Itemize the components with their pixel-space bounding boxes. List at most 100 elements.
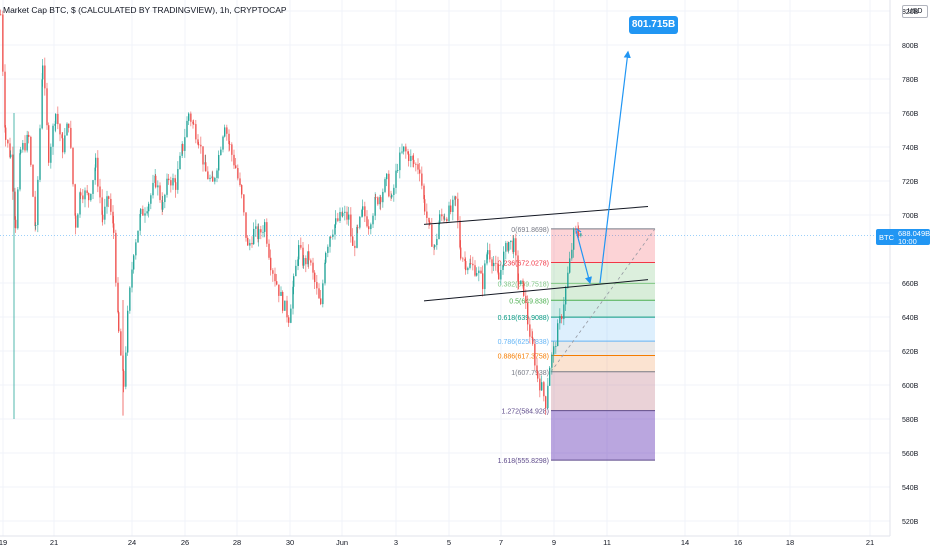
candle-body	[563, 304, 565, 320]
candle-body	[330, 236, 332, 238]
candle-body	[342, 212, 344, 216]
target-price-label[interactable]: 801.715B	[629, 16, 678, 34]
candle-body	[359, 216, 361, 228]
fib-zone-0.236	[551, 262, 655, 284]
candle-body	[68, 123, 70, 128]
candle-body	[155, 175, 157, 188]
price-tick-label: 620B	[902, 349, 919, 356]
price-tick-label: 740B	[902, 145, 919, 152]
fib-level-label: 1.618(555.8298)	[498, 458, 549, 465]
candle-body	[434, 245, 436, 248]
candle-body	[0, 14, 2, 16]
candle-body	[575, 229, 577, 230]
candle-body	[148, 203, 150, 212]
candle-body	[480, 270, 482, 274]
candle-body	[312, 262, 314, 273]
candle-body	[288, 317, 290, 323]
candle-body	[517, 255, 519, 282]
candle-body	[508, 242, 510, 251]
candle-body	[251, 242, 253, 245]
candle-body	[61, 134, 63, 139]
trend-drawings[interactable]	[423, 50, 649, 302]
candle-body	[503, 251, 505, 266]
candle-body	[276, 281, 278, 285]
candle-body	[235, 165, 237, 169]
candle-body	[205, 162, 207, 172]
candle-body	[545, 396, 547, 409]
candle-body	[48, 125, 50, 163]
candle-body	[354, 245, 356, 248]
candle-body	[198, 144, 200, 146]
candle-body	[207, 171, 209, 180]
candle-body	[356, 226, 358, 248]
candle-body	[150, 195, 152, 204]
candle-body	[290, 308, 292, 323]
candle-body	[529, 324, 531, 337]
candle-body	[2, 14, 4, 72]
candle-body	[391, 194, 393, 198]
candle-body	[334, 224, 336, 235]
candle-body	[241, 185, 243, 195]
candle-body	[536, 365, 538, 372]
price-tick-label: 600B	[902, 383, 919, 390]
candle-body	[186, 120, 188, 138]
candle-body	[92, 180, 94, 194]
candle-body	[318, 288, 320, 299]
price-tick-label: 700B	[902, 213, 919, 220]
time-tick-label: Jun	[336, 538, 348, 547]
candle-body	[438, 222, 440, 240]
candle-body	[325, 252, 327, 263]
candle-body	[531, 336, 533, 338]
candle-body	[30, 136, 32, 165]
currency-button[interactable]: USD	[902, 5, 928, 18]
time-tick-label: 14	[681, 538, 689, 547]
candle-body	[497, 263, 499, 273]
price-tick-label: 760B	[902, 111, 919, 118]
candle-body	[460, 247, 462, 259]
time-tick-label: 26	[181, 538, 189, 547]
candle-body	[310, 260, 312, 263]
candle-body	[168, 178, 170, 181]
candle-body	[327, 246, 329, 253]
candle-body	[522, 280, 524, 283]
candle-body	[188, 113, 190, 121]
candle-body	[543, 382, 545, 397]
candle-body	[5, 127, 7, 140]
candle-body	[403, 146, 405, 152]
candle-body	[515, 238, 517, 256]
candle-body	[74, 184, 76, 216]
candle-body	[441, 214, 443, 217]
last-price-tag: BTC 688.049B 10:00	[876, 229, 930, 246]
candle-body	[249, 242, 251, 246]
candle-body	[42, 65, 44, 80]
time-axis[interactable]: 19 21 24 26 28 30 Jun 3 5 7 9 11 14 16 18 21	[0, 538, 874, 547]
candle-body	[523, 282, 525, 296]
candle-body	[465, 260, 467, 271]
price-tick-label: 660B	[902, 281, 919, 288]
candle-body	[408, 153, 410, 162]
fib-level-label: 0.886(617.3758)	[498, 353, 549, 360]
candle-body	[452, 199, 454, 212]
candle-body	[34, 196, 36, 226]
candle-body	[401, 151, 403, 153]
candle-body	[70, 127, 72, 148]
candle-body	[79, 192, 81, 215]
candle-body	[446, 218, 448, 222]
candle-body	[237, 168, 239, 179]
candle-body	[498, 272, 500, 280]
price-axis[interactable]: 820B 800B 780B 760B 740B 720B 700B 660B 640B 620B…	[902, 9, 919, 526]
time-tick-label: 24	[128, 538, 136, 547]
candle-body	[255, 226, 257, 229]
candle-body	[193, 123, 195, 125]
candle-body	[170, 180, 172, 186]
candle-body	[413, 159, 415, 164]
candle-body	[14, 191, 16, 220]
candle-body	[493, 262, 495, 267]
candle-body	[39, 128, 41, 180]
time-tick-label: 18	[786, 538, 794, 547]
candle-body	[133, 255, 135, 270]
candle-body	[7, 139, 9, 144]
candle-body	[84, 190, 86, 200]
candle-body	[567, 272, 569, 288]
